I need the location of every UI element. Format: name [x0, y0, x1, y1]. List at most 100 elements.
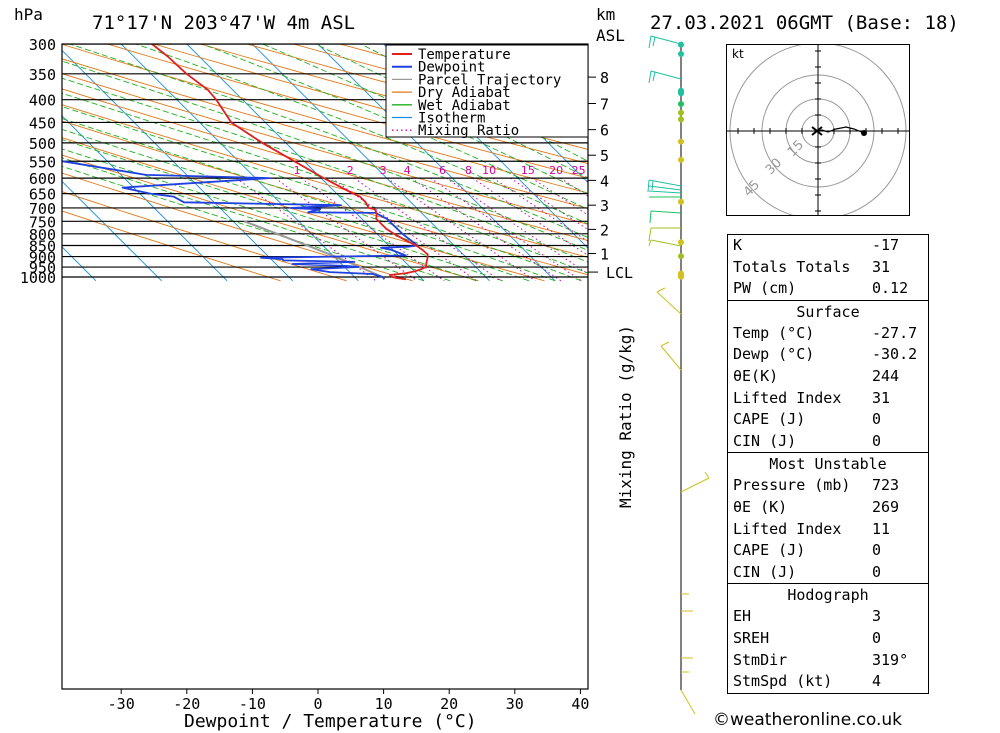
dry-adiabat — [107, 44, 588, 179]
wet-adiabat — [62, 165, 425, 282]
mixing-ratio-label: 15 — [521, 164, 535, 177]
pressure-tick-label: 700 — [29, 200, 56, 218]
x-axis-label: Dewpoint / Temperature (°C) — [184, 711, 477, 732]
wet-adiabat — [135, 44, 588, 225]
km-tick-label: 3 — [600, 197, 609, 215]
isotherm-line — [0, 44, 30, 281]
indices-table: K -17 Totals Totals 31 PW (cm) 0.12 Surface T… — [727, 234, 929, 694]
index-row: K -17 — [728, 235, 928, 257]
wind-profile — [647, 35, 710, 715]
wind-level-dot — [678, 156, 684, 163]
index-label: Pressure (mb) — [733, 476, 851, 495]
index-label: Temp (°C) — [733, 323, 815, 342]
km-tick-label: 4 — [600, 172, 609, 190]
index-value: 269 — [872, 497, 900, 516]
x-tick-label: -20 — [173, 695, 200, 713]
legend-label: Parcel Trajectory — [418, 72, 561, 88]
x-tick-label: 30 — [506, 695, 524, 713]
index-label: CAPE (J) — [733, 410, 806, 429]
index-row: Lifted Index 11 — [728, 519, 928, 541]
location: 71°17'N 203°47'W 4m ASL — [92, 12, 355, 34]
mixing-ratio-label: 3 — [380, 164, 387, 177]
legend-label: Wet Adiabat — [418, 98, 511, 114]
x-tick-label: -30 — [108, 695, 135, 713]
x-tick-label: 20 — [440, 695, 458, 713]
mixing-ratio-line — [274, 177, 418, 282]
mixing-ratio-axis-label: Mixing Ratio (g/kg) — [616, 325, 635, 508]
index-value: 31 — [872, 257, 891, 276]
legend-label: Isotherm — [418, 111, 485, 127]
index-value: -27.7 — [872, 323, 918, 342]
wind-level-dot — [678, 253, 684, 260]
index-value: 0 — [872, 431, 882, 450]
mixing-ratio-line — [300, 177, 445, 282]
pressure-tick-label: 450 — [29, 114, 56, 132]
index-label: Lifted Index — [733, 519, 842, 538]
hodo-end-dot — [861, 130, 867, 136]
pressure-tick-label: 850 — [29, 238, 56, 256]
wet-adiabat — [62, 157, 451, 282]
index-label: EH — [733, 607, 752, 626]
index-value: 3 — [872, 607, 882, 626]
index-row: θE (K) 269 — [728, 497, 928, 519]
hodo-unit: kt — [732, 47, 744, 61]
legend-label: Temperature — [418, 47, 511, 63]
index-value: 0.12 — [872, 279, 909, 298]
km-tick-label: 2 — [600, 221, 609, 239]
pressure-tick-label: 500 — [29, 135, 56, 153]
asl-label: ASL — [596, 26, 625, 45]
index-value: 319° — [872, 650, 909, 669]
hodograph-section: Hodograph EH 3 SREH 0 StmDir 319° StmSpd (kt) 4 — [728, 583, 928, 692]
index-value: 0 — [872, 562, 882, 581]
dry-adiabat — [153, 44, 588, 165]
mixing-ratio-line — [353, 177, 501, 282]
mixing-ratio-label: 25 — [572, 164, 586, 177]
km-tick-label: 6 — [600, 122, 609, 140]
hodograph: kt 15 30 45 — [726, 44, 910, 216]
index-row: CAPE (J) 0 — [728, 540, 928, 562]
index-row: CIN (J) 0 — [728, 431, 928, 453]
km-unit: km — [596, 5, 615, 24]
index-value: 0 — [872, 628, 882, 647]
index-value: -17 — [872, 236, 900, 254]
km-tick-label: 7 — [600, 95, 609, 113]
legend-label: Mixing Ratio — [418, 123, 519, 139]
km-tick-label: 1 — [600, 246, 609, 264]
index-label: CIN (J) — [733, 431, 797, 450]
wind-level-dot — [678, 198, 684, 205]
unstable-section: Most Unstable Pressure (mb) 723 θE (K) 269 L… — [728, 452, 928, 583]
hodograph-title: Hodograph — [787, 586, 869, 605]
index-label: PW (cm) — [733, 279, 797, 298]
index-row: StmSpd (kt) 4 — [728, 671, 928, 693]
datetime: 27.03.2021 06GMT (Base: 18) — [650, 12, 959, 34]
wind-level-dot — [678, 41, 684, 48]
index-label: StmSpd (kt) — [733, 672, 833, 691]
index-row: StmDir 319° — [728, 650, 928, 672]
x-tick-label: 40 — [571, 695, 589, 713]
index-label: CIN (J) — [733, 562, 797, 581]
dry-adiabat — [62, 58, 588, 209]
index-label: CAPE (J) — [733, 541, 806, 560]
legend-label: Dry Adiabat — [418, 85, 511, 101]
pressure-tick-label: 750 — [29, 213, 56, 231]
mixing-ratio-line — [472, 177, 588, 257]
dewpoint-line — [62, 159, 419, 280]
pressure-tick-label: 550 — [29, 153, 56, 171]
isotherm-line — [62, 115, 228, 282]
mixing-ratio-label: 6 — [439, 164, 446, 177]
index-value: 11 — [872, 519, 891, 538]
index-row: CAPE (J) 0 — [728, 409, 928, 431]
wind-level-dot — [678, 90, 684, 97]
index-label: Lifted Index — [733, 388, 842, 407]
index-label: Dewp (°C) — [733, 345, 815, 364]
index-row: θE(K) 244 — [728, 366, 928, 388]
dry-adiabat — [62, 73, 588, 225]
mixing-ratio-label: 20 — [549, 164, 563, 177]
index-row: Totals Totals 31 — [728, 257, 928, 279]
wind-level-dot — [678, 273, 684, 280]
km-tick-label: 5 — [600, 147, 609, 165]
index-row: SREH 0 — [728, 628, 928, 650]
temperature-line — [151, 44, 429, 281]
pressure-tick-label: 600 — [29, 170, 56, 188]
index-row: Lifted Index 31 — [728, 388, 928, 410]
